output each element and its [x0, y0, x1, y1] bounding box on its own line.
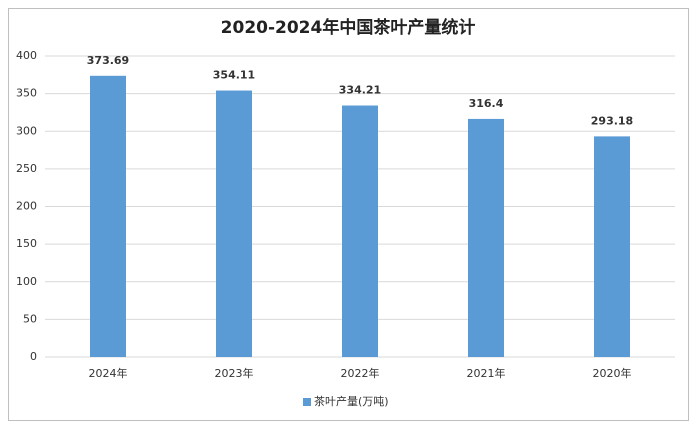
bar	[468, 118, 504, 357]
legend-label: 茶叶产量(万吨)	[314, 394, 389, 408]
x-tick-label: 2021年	[467, 366, 506, 380]
bar	[594, 136, 630, 357]
bar	[216, 90, 252, 357]
y-tick-label: 250	[16, 162, 37, 175]
y-tick-label: 400	[16, 49, 37, 62]
bar	[342, 105, 378, 357]
y-tick-label: 300	[16, 124, 37, 137]
y-tick-label: 0	[30, 350, 37, 363]
bar	[90, 75, 126, 357]
y-tick-label: 100	[16, 275, 37, 288]
data-label: 354.11	[213, 69, 255, 82]
data-label: 334.21	[339, 84, 381, 97]
y-tick-label: 200	[16, 200, 37, 213]
x-tick-label: 2020年	[593, 366, 632, 380]
y-tick-label: 350	[16, 87, 37, 100]
legend-swatch	[303, 398, 311, 406]
data-label: 316.4	[469, 97, 504, 110]
y-tick-label: 150	[16, 237, 37, 250]
y-tick-label: 50	[23, 312, 37, 325]
data-label: 293.18	[591, 114, 633, 127]
x-tick-label: 2022年	[341, 366, 380, 380]
chart-title: 2020-2024年中国茶叶产量统计	[221, 17, 476, 38]
x-tick-label: 2024年	[89, 366, 128, 380]
data-label: 373.69	[87, 54, 129, 67]
x-tick-label: 2023年	[215, 366, 254, 380]
